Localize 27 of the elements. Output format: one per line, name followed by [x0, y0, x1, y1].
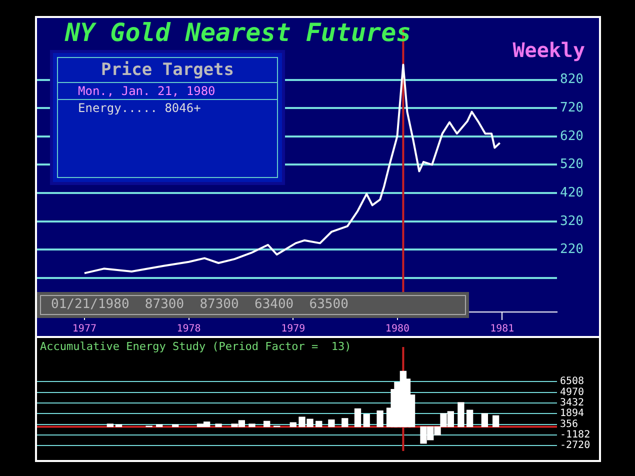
chart-title: Accumulative Energy Study (Period Factor = 13): [40, 340, 352, 353]
y-tick-label: 820: [560, 72, 584, 88]
y-tick-label: -2720: [560, 440, 590, 452]
y-tick-label: 220: [560, 242, 584, 258]
y-tick-label: 4970: [560, 386, 584, 398]
text: Weekly: [512, 38, 585, 62]
y-tick-label: 720: [560, 100, 584, 116]
x-tick-label: 1981: [490, 324, 514, 335]
y-tick-label: 3432: [560, 398, 584, 409]
info-panel: Price Targets Mon., Jan. 21, 1980 Energy..... 8046+: [50, 50, 285, 185]
y-tick-label: 420: [560, 185, 584, 200]
x-tick-label: 1977: [72, 324, 96, 335]
quote-strip: 01/21/1980 87300 87300 63400 63500: [37, 292, 469, 318]
y-tick-label: 620: [560, 128, 584, 144]
y-tick-label: 1894: [560, 408, 584, 420]
annotation: Energy..... 8046+: [77, 100, 202, 116]
annotation: Price Targets: [100, 59, 236, 82]
annotation: Mon., Jan. 21, 1980: [77, 83, 216, 99]
y-tick-label: 320: [560, 214, 584, 229]
chart-title: NY Gold Nearest Futures: [65, 18, 412, 47]
x-tick-label: 1980: [385, 324, 410, 335]
y-tick-label: 520: [560, 157, 584, 172]
y-tick-label: 6508: [560, 376, 584, 388]
x-tick-label: 1979: [281, 324, 306, 335]
y-tick-label: 356: [560, 418, 578, 430]
y-tick-label: -1182: [560, 430, 590, 441]
x-tick-label: 1978: [176, 324, 201, 335]
